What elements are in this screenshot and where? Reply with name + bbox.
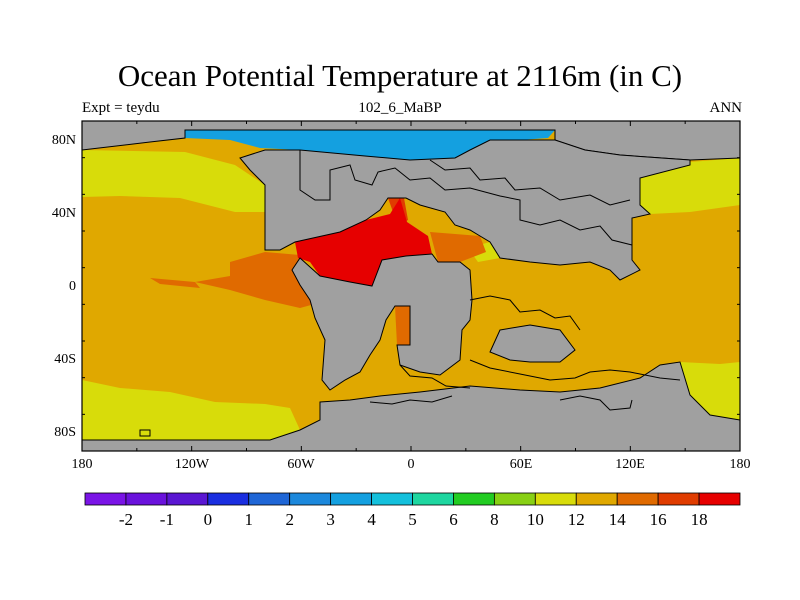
experiment-label: Expt = teydu xyxy=(82,100,160,116)
colorbar-label: 14 xyxy=(608,510,626,529)
south-pacific-10-12-region xyxy=(82,380,300,440)
colorbar-swatch xyxy=(84,492,127,506)
lon-label-180w: 180 xyxy=(71,457,93,472)
colorbar-swatch xyxy=(207,492,250,506)
colorbar-label: 2 xyxy=(285,510,294,529)
colorbar-label: 4 xyxy=(367,510,376,529)
colorbar-swatch xyxy=(412,492,454,506)
southern-coast xyxy=(469,359,681,381)
axis-ticks xyxy=(81,120,741,452)
colorbar-swatch xyxy=(125,492,168,506)
colorbar-label: 1 xyxy=(244,510,254,529)
season-label: ANN xyxy=(709,100,743,116)
coastline-outlines xyxy=(139,150,681,437)
lon-label-0: 0 xyxy=(407,457,415,472)
tethys-14-16-region xyxy=(430,232,486,262)
landmass-antarctica-australia xyxy=(82,361,740,451)
colorbar-swatch xyxy=(371,492,413,506)
lon-label-120e: 120E xyxy=(615,457,645,472)
landmass-laurasia xyxy=(239,139,691,281)
colorbar-swatch xyxy=(575,492,618,506)
colorbar-swatch xyxy=(534,492,577,506)
pacific-14-16-streak xyxy=(150,278,200,288)
colorbar-label: 18 xyxy=(690,510,708,529)
colorbar xyxy=(84,492,741,506)
lon-label-120w: 120W xyxy=(174,457,210,472)
colorbar-swatch xyxy=(453,492,495,506)
south-africa-coast xyxy=(399,364,471,389)
south-atlantic-14-16-region xyxy=(395,306,410,345)
laurasia-inner-coast xyxy=(299,150,633,246)
colorbar-label: 8 xyxy=(490,510,499,529)
antarctic-inner-coast xyxy=(369,395,453,405)
landmass-gondwana-south-america-africa xyxy=(291,253,473,391)
colorbar-label: 5 xyxy=(408,510,417,529)
north-atlantic-over-18-region xyxy=(295,198,432,286)
lat-label-80n: 80N xyxy=(51,133,76,148)
lat-label-40s: 40S xyxy=(54,352,76,367)
small-island-outline xyxy=(139,429,151,437)
lat-label-80s: 80S xyxy=(54,425,76,440)
antarctic-coast-segment xyxy=(559,395,633,411)
lon-label-60w: 60W xyxy=(287,457,315,472)
colorbar-label: -2 xyxy=(118,510,134,529)
colorbar-swatch xyxy=(616,492,659,506)
lon-label-60e: 60E xyxy=(509,457,533,472)
age-label: 102_6_MaBP xyxy=(358,100,442,116)
arctic-3-4-region xyxy=(185,130,555,160)
colorbar-label: 10 xyxy=(526,510,544,529)
landmass-india-madagascar xyxy=(489,324,576,363)
map-title: Ocean Potential Temperature at 2116m (in… xyxy=(117,58,683,93)
colorbar-label: -1 xyxy=(159,510,174,529)
colorbar-swatch xyxy=(493,492,536,506)
colorbar-label: 0 xyxy=(203,510,213,529)
lat-label-40n: 40N xyxy=(51,206,76,221)
land-masses xyxy=(82,121,740,451)
colorbar-swatch xyxy=(248,492,291,506)
colorbar-label: 16 xyxy=(649,510,667,529)
north-pacific-10-12-region xyxy=(82,150,265,212)
map-plot-area xyxy=(82,121,740,451)
equatorial-pacific-14-16-region xyxy=(195,252,322,308)
colorbar-swatch xyxy=(289,492,332,506)
east-gondwana-coast xyxy=(469,295,581,331)
colorbar-label: 3 xyxy=(326,510,335,529)
colorbar-swatch xyxy=(166,492,209,506)
colorbar-swatch xyxy=(330,492,372,506)
colorbar-label: 6 xyxy=(449,510,458,529)
asia-inner-coast xyxy=(429,159,631,206)
colorbar-label: 12 xyxy=(567,510,585,529)
lon-label-180e: 180 xyxy=(729,457,751,472)
sw-pacific-10-12-region xyxy=(680,362,740,420)
colorbar-swatch xyxy=(657,492,700,506)
lat-label-equator: 0 xyxy=(69,279,76,294)
colorbar-swatch xyxy=(698,492,741,506)
